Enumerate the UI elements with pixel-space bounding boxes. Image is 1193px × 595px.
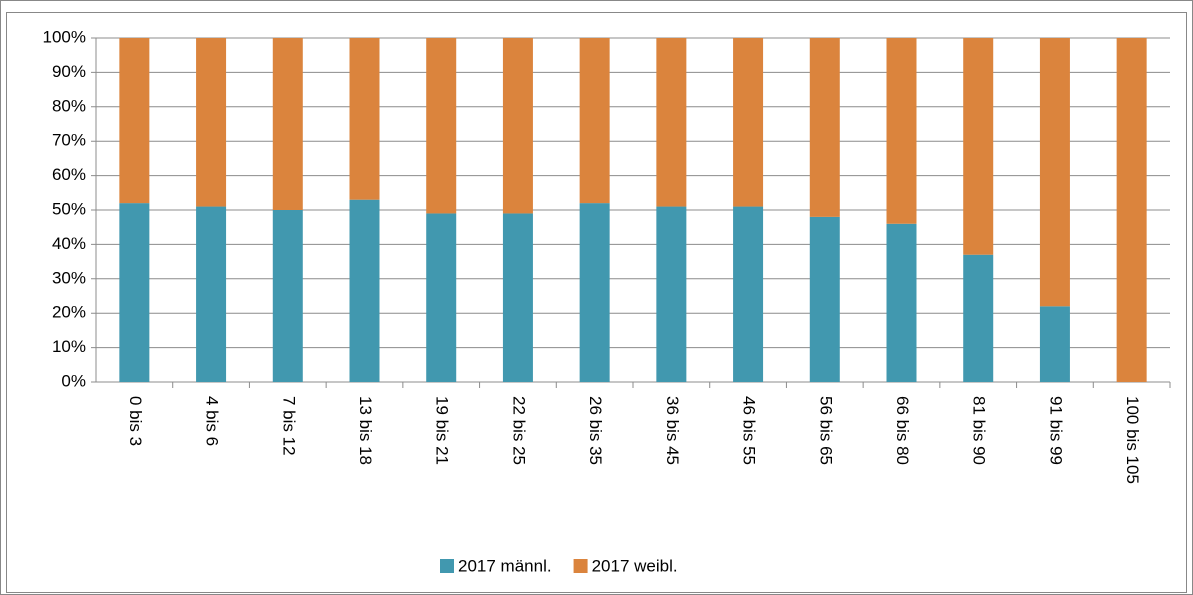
x-tick-label: 7 bis 12 — [279, 396, 298, 456]
x-tick-label: 26 bis 35 — [586, 396, 605, 465]
bar-segment — [579, 38, 610, 204]
bar-segment — [349, 199, 380, 382]
bar-segment — [426, 38, 457, 214]
bar-segment — [579, 203, 610, 382]
bar-segment — [1039, 38, 1070, 307]
y-tick-label: 10% — [52, 337, 86, 356]
bar-segment — [656, 38, 687, 207]
bar-segment — [196, 206, 227, 382]
x-tick-label: 100 bis 105 — [1123, 396, 1142, 484]
y-tick-label: 20% — [52, 303, 86, 322]
bar-segment — [733, 38, 764, 207]
y-tick-label: 80% — [52, 96, 86, 115]
x-tick-label: 19 bis 21 — [433, 396, 452, 465]
bar-segment — [1116, 38, 1147, 382]
bar-segment — [119, 38, 150, 204]
bar-segment — [886, 38, 917, 224]
legend-label: 2017 weibl. — [592, 556, 678, 575]
bar-segment — [196, 38, 227, 207]
bar-segment — [733, 206, 764, 382]
bar-segment — [963, 254, 994, 382]
bar-segment — [426, 213, 457, 382]
bar-segment — [502, 213, 533, 382]
bar-segment — [656, 206, 687, 382]
x-tick-label: 46 bis 55 — [740, 396, 759, 465]
legend-swatch — [573, 559, 588, 573]
x-tick-label: 91 bis 99 — [1046, 396, 1065, 465]
x-tick-label: 4 bis 6 — [203, 396, 222, 446]
y-tick-label: 100% — [43, 27, 86, 46]
x-tick-label: 81 bis 90 — [970, 396, 989, 465]
legend-label: 2017 männl. — [458, 556, 552, 575]
bar-segment — [809, 38, 840, 217]
x-tick-label: 13 bis 18 — [356, 396, 375, 465]
y-tick-label: 90% — [52, 62, 86, 81]
legend-swatch — [440, 559, 454, 573]
y-tick-label: 60% — [52, 165, 86, 184]
x-tick-label: 66 bis 80 — [893, 396, 912, 465]
bar-segment — [963, 38, 994, 255]
y-tick-label: 0% — [61, 371, 86, 390]
y-tick-label: 70% — [52, 131, 86, 150]
bar-segment — [502, 38, 533, 214]
y-tick-label: 40% — [52, 234, 86, 253]
x-tick-label: 36 bis 45 — [663, 396, 682, 465]
x-tick-label: 0 bis 3 — [126, 396, 145, 446]
x-tick-label: 56 bis 65 — [816, 396, 835, 465]
bar-segment — [809, 216, 840, 382]
bar-segment — [886, 223, 917, 382]
y-tick-label: 50% — [52, 199, 86, 218]
x-tick-label: 22 bis 25 — [509, 396, 528, 465]
bar-segment — [272, 38, 303, 210]
bar-segment — [1039, 306, 1070, 382]
bar-segment — [119, 203, 150, 382]
y-tick-label: 30% — [52, 268, 86, 287]
bar-segment — [272, 210, 303, 382]
bar-segment — [349, 38, 380, 200]
